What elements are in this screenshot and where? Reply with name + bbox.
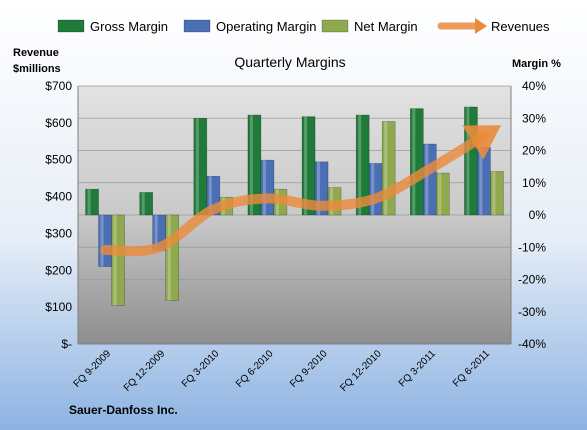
bar-gross-margin [139, 192, 153, 216]
bar-highlight [425, 144, 429, 215]
left-axis-ticks: $- $100 $200 $300 $400 $500 $600 $700 [45, 79, 72, 351]
right-axis-tick-label: 0% [529, 208, 547, 222]
bar-net-margin [381, 121, 396, 216]
chart-title: Quarterly Margins [234, 54, 345, 70]
bar-highlight [358, 115, 362, 215]
bar-highlight [208, 176, 212, 215]
bar-net-margin [490, 171, 504, 216]
bar-highlight [100, 215, 104, 267]
revenue-line [100, 125, 501, 257]
right-axis-tick-label: -40% [518, 337, 546, 351]
bar-highlight [479, 147, 483, 215]
company-name: Sauer-Danfoss Inc. [69, 403, 178, 417]
bar-gross-margin [193, 117, 208, 216]
legend-label: Operating Margin [216, 19, 316, 34]
bar-highlight [384, 121, 388, 215]
bar-operating-margin [477, 146, 491, 216]
left-axis-tick-label: $500 [45, 153, 72, 167]
bar-highlight [371, 163, 375, 215]
left-axis-tick-label: $300 [45, 226, 72, 240]
legend-swatch [321, 19, 349, 33]
bar-highlight [304, 116, 308, 215]
right-axis-tick-label: 40% [522, 79, 546, 93]
bar-highlight [438, 173, 442, 215]
left-axis-tick-label: $- [61, 337, 72, 351]
right-axis-tick-label: -10% [518, 240, 546, 254]
bar-highlight [154, 215, 158, 251]
right-axis-tick-label: 20% [522, 144, 546, 158]
bar-gross-margin [410, 108, 424, 216]
bar-net-margin [111, 214, 125, 306]
right-axis-ticks: 40% 30% 20% 10% 0% -10% -20% -30% -40% [518, 79, 546, 351]
bar-highlight [141, 192, 145, 215]
legend-label: Revenues [491, 19, 550, 34]
right-axis-tick-label: 10% [522, 176, 546, 190]
right-axis-label: Margin % [512, 58, 561, 70]
bar-gross-margin [464, 106, 478, 216]
revenue-line-path [100, 125, 501, 257]
bar-net-margin [436, 172, 450, 216]
bar-highlight [195, 118, 199, 215]
bar-highlight [87, 189, 91, 215]
legend-label: Net Margin [354, 19, 418, 34]
legend-swatch [57, 19, 85, 33]
bar-operating-margin [98, 214, 112, 267]
left-axis-label-line1: Revenue [13, 47, 59, 59]
legend-arrow-icon [475, 18, 487, 34]
left-axis-tick-label: $400 [45, 190, 72, 204]
legend-label: Gross Margin [90, 19, 168, 34]
bar-operating-margin [260, 159, 275, 216]
bar-net-margin [165, 214, 179, 301]
right-axis-tick-label: 30% [522, 111, 546, 125]
legend: Gross Margin Operating Margin Net Margin Re… [57, 18, 550, 34]
bar-highlight [113, 215, 117, 306]
bar-operating-margin [423, 143, 437, 216]
bar-gross-margin [85, 188, 99, 216]
left-axis-label-line2: $millions [13, 63, 61, 75]
left-axis-tick-label: $700 [45, 79, 72, 93]
right-axis-tick-label: -30% [518, 305, 546, 319]
bar-operating-margin [368, 163, 383, 216]
left-axis-tick-label: $600 [45, 116, 72, 130]
bar-highlight [317, 161, 321, 215]
right-axis-tick-label: -20% [518, 273, 546, 287]
bar-highlight [412, 108, 416, 215]
bar-series [85, 106, 504, 306]
left-axis-tick-label: $200 [45, 263, 72, 277]
bar-highlight [492, 171, 496, 215]
left-axis-tick-label: $100 [45, 300, 72, 314]
bar-highlight [262, 160, 266, 215]
legend-swatch [183, 19, 211, 33]
bar-highlight [249, 115, 253, 215]
bar-highlight [466, 106, 470, 215]
bar-highlight [167, 215, 171, 301]
